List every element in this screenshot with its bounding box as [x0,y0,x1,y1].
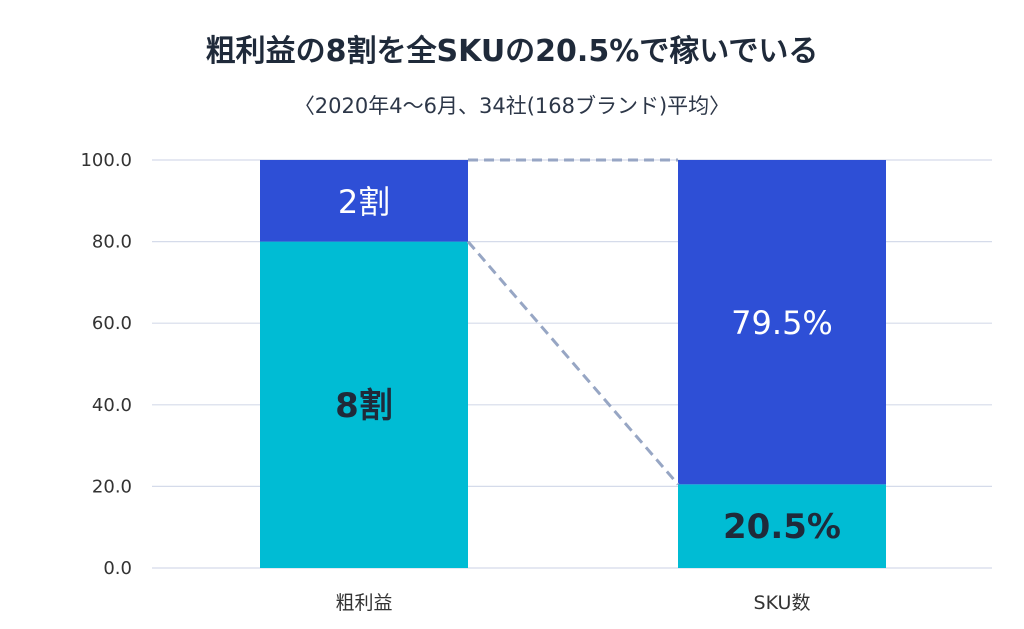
y-tick-label: 100.0 [80,150,132,171]
bar-segment [260,160,468,242]
y-tick-label: 60.0 [92,313,132,334]
y-tick-label: 80.0 [92,232,132,253]
y-tick-label: 40.0 [92,395,132,416]
bar-segment [260,241,468,568]
chart-subtitle: 〈2020年4〜6月、34社(168ブランド)平均〉 [293,94,731,118]
x-category-label: SKU数 [754,592,811,614]
data-label: 2割 [338,183,390,221]
chart-title: 粗利益の8割を全SKUの20.5%で稼いでいる [205,34,819,69]
x-category-label: 粗利益 [335,592,392,614]
data-label: 20.5% [723,507,841,547]
bar-segment [678,484,886,568]
y-tick-label: 0.0 [103,558,132,579]
bar-segment [678,160,886,485]
data-label: 8割 [335,386,393,426]
data-label: 79.5% [731,304,833,342]
y-tick-label: 20.0 [92,476,132,497]
connector-line-boundary [466,240,680,486]
